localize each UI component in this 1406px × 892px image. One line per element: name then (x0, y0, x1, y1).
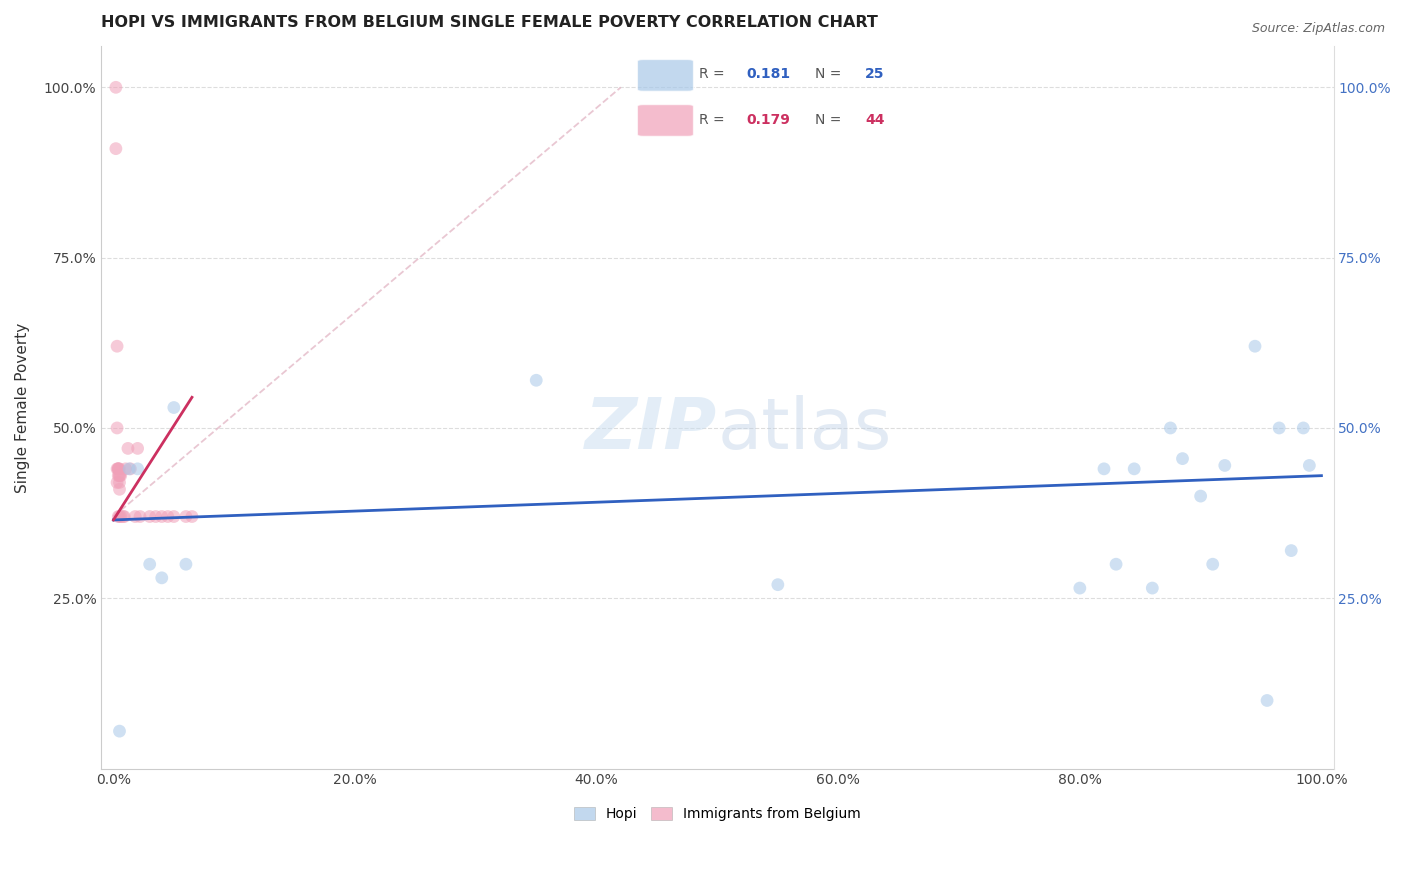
Point (138, 509, 160, 524)
Point (107, 462, 129, 476)
Point (105, 462, 128, 476)
Point (107, 509, 129, 524)
Point (108, 468, 131, 483)
Point (150, 509, 173, 524)
Point (163, 401, 186, 415)
Point (105, 421, 128, 435)
Point (104, 80, 127, 95)
Point (117, 442, 139, 456)
Text: ZIP: ZIP (585, 394, 717, 464)
Point (138, 558, 160, 572)
Point (150, 571, 173, 585)
Point (1292, 421, 1315, 435)
Point (108, 468, 131, 483)
Point (524, 373, 547, 387)
Point (110, 468, 132, 483)
Point (1123, 462, 1146, 476)
Point (108, 483, 131, 497)
Point (1189, 489, 1212, 503)
Point (174, 509, 197, 524)
Point (108, 475, 131, 490)
Point (107, 468, 129, 483)
Point (1268, 421, 1291, 435)
Y-axis label: Single Female Poverty: Single Female Poverty (15, 322, 30, 492)
Point (127, 442, 149, 456)
Point (112, 509, 135, 524)
Point (118, 462, 141, 476)
Point (156, 509, 179, 524)
Point (1092, 462, 1115, 476)
Point (104, 142, 127, 156)
Point (1171, 451, 1194, 466)
Point (107, 462, 129, 476)
Point (766, 577, 789, 591)
Point (1202, 558, 1225, 572)
Point (124, 509, 146, 524)
Point (1213, 458, 1236, 473)
Point (107, 462, 129, 476)
Point (110, 509, 132, 524)
Point (108, 724, 131, 739)
Point (120, 462, 142, 476)
Point (1256, 693, 1278, 707)
Point (174, 558, 197, 572)
Point (108, 462, 131, 476)
Point (105, 475, 128, 490)
Point (1159, 421, 1181, 435)
Text: atlas: atlas (717, 394, 891, 464)
Point (1105, 558, 1128, 572)
Point (145, 509, 167, 524)
Point (1298, 458, 1320, 473)
Point (1279, 543, 1302, 558)
Legend: Hopi, Immigrants from Belgium: Hopi, Immigrants from Belgium (568, 802, 866, 827)
Point (1244, 339, 1267, 353)
Text: HOPI VS IMMIGRANTS FROM BELGIUM SINGLE FEMALE POVERTY CORRELATION CHART: HOPI VS IMMIGRANTS FROM BELGIUM SINGLE F… (101, 15, 879, 30)
Point (114, 462, 136, 476)
Text: Source: ZipAtlas.com: Source: ZipAtlas.com (1251, 22, 1385, 36)
Point (105, 339, 128, 353)
Point (181, 509, 204, 524)
Point (163, 509, 186, 524)
Point (112, 509, 135, 524)
Point (129, 509, 152, 524)
Point (1142, 581, 1164, 595)
Point (1069, 581, 1091, 595)
Point (108, 509, 131, 524)
Point (127, 462, 149, 476)
